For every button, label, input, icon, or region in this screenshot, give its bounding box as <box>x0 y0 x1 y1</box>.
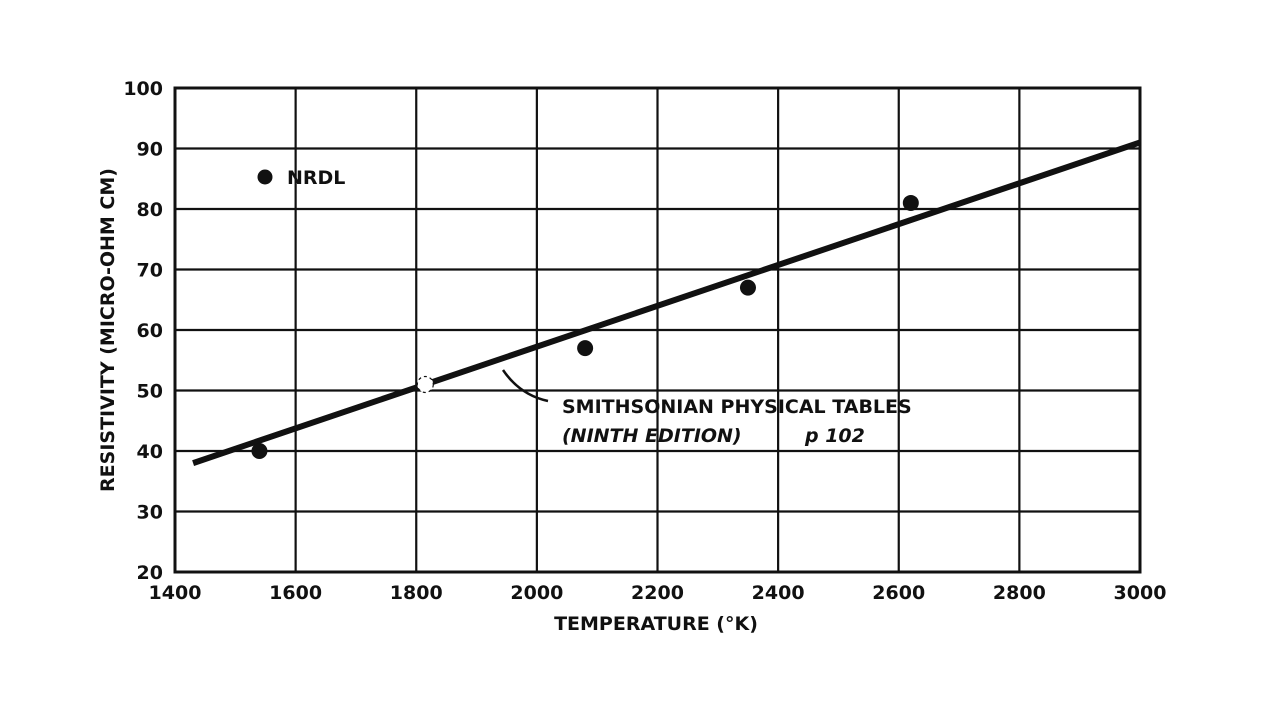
data-point <box>251 443 268 459</box>
annotation-line-3: p 102 <box>804 425 865 447</box>
annotation-leader <box>501 369 549 403</box>
x-tick-label: 1800 <box>390 582 443 604</box>
x-tick-label: 1600 <box>269 582 322 604</box>
y-tick-label: 90 <box>137 139 163 161</box>
y-axis-title: RESISTIVITY (MICRO-OHM CM) <box>97 168 119 492</box>
y-tick-label: 70 <box>137 260 163 282</box>
data-marks <box>192 139 1141 466</box>
grid <box>173 86 1142 574</box>
reference-line <box>192 139 1141 466</box>
x-tick-label: 2000 <box>510 582 563 604</box>
legend-marker <box>257 169 273 185</box>
annotation-line-1: SMITHSONIAN PHYSICAL TABLES <box>562 396 912 418</box>
x-tick-label: 2200 <box>631 582 684 604</box>
x-tick-label: 3000 <box>1114 582 1167 604</box>
legend: NRDL <box>257 167 345 189</box>
plot-border <box>173 86 1142 574</box>
y-tick-label: 100 <box>123 78 163 100</box>
data-point <box>902 194 919 211</box>
y-axis-ticks: 20 30 40 50 60 70 80 90 100 <box>123 78 163 584</box>
plot-frame <box>173 86 1142 574</box>
y-tick-label: 80 <box>137 199 163 221</box>
x-tick-label: 1400 <box>149 582 202 604</box>
y-tick-label: 50 <box>137 381 163 403</box>
x-axis-ticks: 1400 1600 1800 2000 2200 2400 2600 2800 3000 <box>149 582 1167 604</box>
legend-label: NRDL <box>287 167 345 189</box>
y-tick-label: 40 <box>137 441 163 463</box>
y-tick-label: 20 <box>137 562 163 584</box>
data-point <box>577 340 594 357</box>
x-axis-title: TEMPERATURE (°K) <box>554 613 758 635</box>
y-tick-label: 60 <box>137 320 163 342</box>
line-marker-open <box>416 375 434 394</box>
x-tick-label: 2600 <box>872 582 925 604</box>
y-tick-label: 30 <box>137 502 163 524</box>
line-annotation: SMITHSONIAN PHYSICAL TABLES (NINTH EDITI… <box>501 369 912 447</box>
data-point <box>739 279 756 296</box>
x-tick-label: 2800 <box>993 582 1046 604</box>
annotation-line-2: (NINTH EDITION) <box>562 425 742 447</box>
x-tick-label: 2400 <box>752 582 805 604</box>
